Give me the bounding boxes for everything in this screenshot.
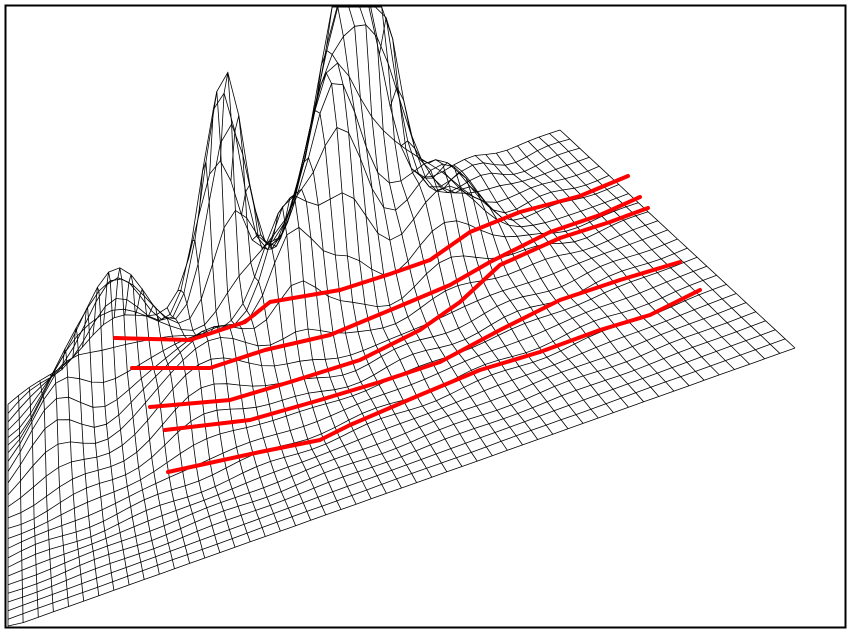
mesh-column-line (71, 327, 100, 596)
mesh-column-line (198, 161, 281, 532)
mesh-column-line (219, 72, 312, 521)
mesh-column-line (209, 91, 296, 526)
mesh-column-line (358, 6, 508, 451)
mesh-column-line (145, 304, 206, 559)
mesh-column-line (273, 188, 387, 494)
mesh-column-line (124, 274, 175, 569)
mesh-column-line (453, 164, 645, 403)
mesh-column-line (400, 140, 569, 430)
mesh-column-line (527, 141, 750, 365)
mesh-column-line (81, 306, 115, 591)
mesh-column-line (262, 194, 372, 499)
mesh-column-line (506, 149, 720, 376)
mesh-column-line (517, 145, 735, 370)
profile-line-3 (148, 206, 650, 409)
mesh-column-line (60, 348, 85, 602)
mesh-column-line (538, 136, 765, 360)
profile-line-1 (113, 174, 630, 342)
mesh-column-line (549, 133, 781, 354)
mesh-column-line (103, 272, 145, 580)
mesh-column-line (485, 154, 690, 386)
mesh-column-line (474, 155, 675, 392)
mesh-column-line (304, 72, 433, 478)
mesh-column-line (464, 159, 660, 397)
mesh-column-line (442, 171, 629, 408)
figure-border (4, 4, 847, 629)
mesh-column-line (156, 314, 221, 553)
mesh-column-line (432, 176, 614, 413)
mesh-column-line (411, 162, 584, 424)
mesh-column-line (326, 6, 463, 467)
mesh-column-line (294, 109, 417, 483)
profile-line-4 (163, 260, 682, 432)
mesh-column-line (379, 17, 539, 440)
mesh-column-line (135, 287, 190, 564)
mesh-column-line (421, 172, 599, 419)
wireframe-mesh (7, 6, 796, 627)
mesh-column-line (39, 380, 54, 612)
mesh-column-line (368, 6, 523, 446)
mesh-column-line (283, 157, 402, 489)
mesh-column-line (559, 129, 796, 349)
mesh-column-line (315, 49, 448, 473)
mesh-column-line (347, 6, 493, 456)
mesh-column-line (337, 6, 478, 462)
mesh-column-line (28, 387, 39, 618)
profile-lines (113, 174, 702, 474)
mesh-column-line (113, 267, 160, 575)
profile-line-2 (130, 195, 642, 370)
mesh-column-line (50, 371, 69, 607)
mesh-column-line (188, 239, 266, 537)
mesh-column-line (495, 152, 705, 381)
mesh-column-line (389, 86, 554, 435)
profile-line-5 (166, 288, 702, 474)
mesh-column-line (92, 287, 130, 585)
mesh-column-line (177, 289, 251, 542)
mesh-column-line (166, 307, 236, 548)
mesh-column-line (18, 395, 24, 623)
